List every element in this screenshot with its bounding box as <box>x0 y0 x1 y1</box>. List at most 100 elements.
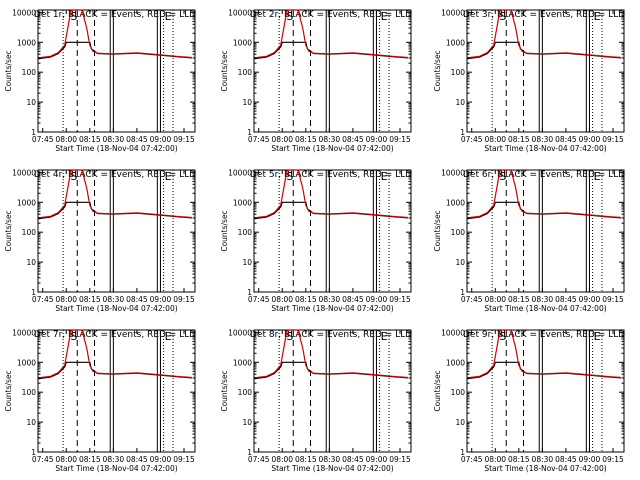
y-axis-label: Counts/sec <box>4 50 13 91</box>
y-tick-label: 100 <box>22 388 37 397</box>
series-line-lld <box>38 170 192 219</box>
y-tick-label: 1 <box>460 448 465 457</box>
x-tick-label: 08:00 <box>55 295 77 304</box>
marker-label-e: E <box>165 10 172 23</box>
axes-frame <box>37 329 196 453</box>
y-tick-label: 10000 <box>441 328 465 337</box>
series-group <box>254 10 408 60</box>
x-tick-label: 08:45 <box>126 455 148 464</box>
x-tick-label: 08:45 <box>555 455 577 464</box>
y-tick-label: 1 <box>247 128 252 137</box>
series-group <box>254 170 408 220</box>
x-tick-label: 08:15 <box>295 135 317 144</box>
chart-title: Det 3r, BLACK = Events, RED = LLD <box>463 10 625 20</box>
y-tick-label: 10 <box>242 98 252 107</box>
x-tick-label: 08:00 <box>55 135 77 144</box>
marker-label-e: E <box>594 10 601 23</box>
y-tick-label: 1000 <box>233 358 252 367</box>
chart-title: Det 2r, BLACK = Events, RED = LLD <box>250 10 412 20</box>
x-tick-label: 09:15 <box>389 295 411 304</box>
marker-label-e: E <box>165 170 172 183</box>
x-tick-label: 07:45 <box>248 135 270 144</box>
x-tick-label: 08:15 <box>79 135 101 144</box>
series-line-events <box>38 41 192 60</box>
series-line-events <box>38 201 192 220</box>
y-tick-label: 10 <box>26 258 36 267</box>
x-tick-label: 09:15 <box>602 135 624 144</box>
y-tick-label: 1 <box>247 288 252 297</box>
y-tick-label: 10 <box>455 258 465 267</box>
series-group <box>467 330 621 380</box>
y-tick-label: 10000 <box>228 168 252 177</box>
x-tick-label: 08:45 <box>126 295 148 304</box>
marker-label-s: S <box>499 170 506 183</box>
x-tick-label: 09:15 <box>602 295 624 304</box>
x-tick-label: 08:45 <box>342 455 364 464</box>
y-tick-label: 10000 <box>12 328 36 337</box>
vertical-lines <box>491 10 603 132</box>
y-tick-label: 1000 <box>446 38 465 47</box>
y-tick-label: 10 <box>242 258 252 267</box>
y-axis-label: Counts/sec <box>433 210 442 251</box>
series-line-events <box>467 41 621 60</box>
y-tick-label: 1000 <box>233 38 252 47</box>
x-tick-label: 09:00 <box>150 455 172 464</box>
x-tick-label: 09:00 <box>150 135 172 144</box>
axes-frame <box>253 169 412 293</box>
marker-label-s: S <box>286 170 293 183</box>
series-line-lld <box>38 10 192 59</box>
axes-frame <box>466 9 625 133</box>
y-tick-label: 100 <box>238 68 253 77</box>
series-line-events <box>254 361 408 380</box>
marker-label-e: E <box>381 330 388 343</box>
marker-label-s: S <box>70 170 77 183</box>
marker-label-e: E <box>381 10 388 23</box>
chart-title: Det 4r, BLACK = Events, RED = LLD <box>34 170 196 180</box>
marker-label-s: S <box>70 330 77 343</box>
axes-frame <box>466 329 625 453</box>
y-axis-label: Counts/sec <box>4 210 13 251</box>
series-group <box>254 330 408 380</box>
axes-frame <box>37 169 196 293</box>
y-tick-label: 1 <box>247 448 252 457</box>
vertical-lines <box>491 170 603 292</box>
y-tick-label: 10000 <box>441 168 465 177</box>
x-tick-label: 09:00 <box>366 455 388 464</box>
x-tick-label: 07:45 <box>248 455 270 464</box>
y-tick-label: 100 <box>451 68 466 77</box>
x-tick-label: 09:00 <box>579 135 601 144</box>
y-tick-label: 10 <box>242 418 252 427</box>
x-tick-label: 09:15 <box>173 135 195 144</box>
x-tick-label: 08:30 <box>532 455 554 464</box>
y-tick-label: 1 <box>460 288 465 297</box>
x-axis-label: Start Time (18-Nov-04 07:42:00) <box>484 304 606 313</box>
x-tick-label: 08:45 <box>126 135 148 144</box>
x-tick-label: 08:30 <box>103 455 125 464</box>
y-tick-label: 1000 <box>233 198 252 207</box>
marker-label-e: E <box>165 330 172 343</box>
x-tick-label: 07:45 <box>461 455 483 464</box>
y-axis-label: Counts/sec <box>220 370 229 411</box>
x-tick-label: 08:45 <box>555 135 577 144</box>
y-tick-label: 100 <box>22 68 37 77</box>
marker-label-e: E <box>381 170 388 183</box>
y-tick-label: 10000 <box>12 8 36 17</box>
marker-label-s: S <box>286 330 293 343</box>
vertical-lines <box>278 170 390 292</box>
y-tick-label: 1000 <box>17 358 36 367</box>
x-tick-label: 07:45 <box>32 295 54 304</box>
marker-label-s: S <box>499 330 506 343</box>
y-tick-label: 10000 <box>228 8 252 17</box>
x-tick-label: 08:15 <box>508 135 530 144</box>
marker-label-e: E <box>594 330 601 343</box>
y-tick-label: 1 <box>31 128 36 137</box>
series-group <box>467 10 621 60</box>
x-tick-label: 07:45 <box>32 135 54 144</box>
series-line-lld <box>254 170 408 219</box>
